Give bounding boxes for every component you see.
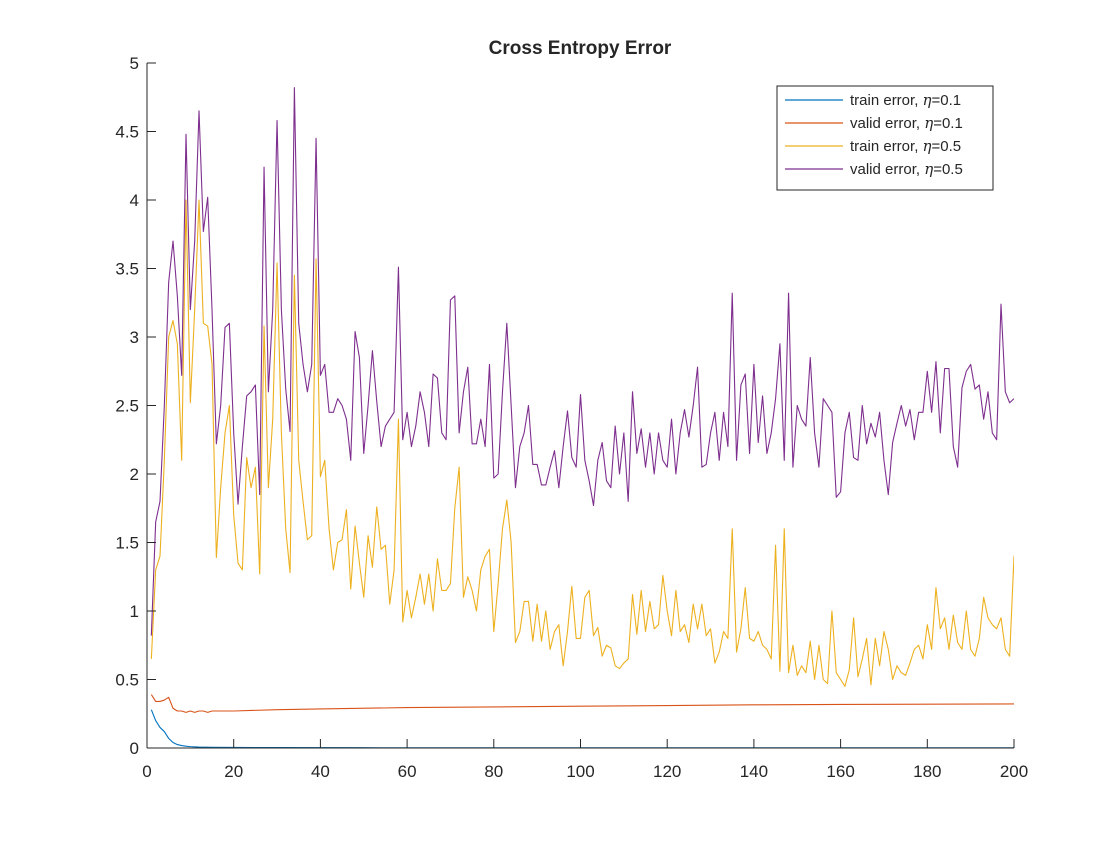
y-tick-label: 2.5 bbox=[115, 397, 139, 416]
x-tick-label: 0 bbox=[142, 762, 151, 781]
x-tick-label: 60 bbox=[398, 762, 417, 781]
x-tick-label: 80 bbox=[484, 762, 503, 781]
legend-label: valid error, η=0.5 bbox=[850, 160, 963, 178]
x-tick-label: 180 bbox=[913, 762, 941, 781]
x-tick-label: 100 bbox=[566, 762, 594, 781]
legend-entry-1[interactable]: train error, η=0.1 bbox=[785, 91, 961, 109]
y-tick-label: 3.5 bbox=[115, 260, 139, 279]
legend-label: train error, η=0.1 bbox=[850, 91, 961, 109]
legend-entry-4[interactable]: valid error, η=0.5 bbox=[785, 160, 963, 178]
legend-label: train error, η=0.5 bbox=[850, 137, 961, 155]
legend-entry-3[interactable]: train error, η=0.5 bbox=[785, 137, 961, 155]
x-tick-label: 140 bbox=[740, 762, 768, 781]
series-line-4 bbox=[150, 87, 1014, 636]
legend[interactable]: train error, η=0.1 valid error, η=0.1 trai… bbox=[776, 85, 994, 191]
y-tick-label: 2 bbox=[130, 465, 139, 484]
y-tick-label: 1 bbox=[130, 602, 139, 621]
y-tick-label: 4 bbox=[130, 191, 139, 210]
x-tick-label: 120 bbox=[653, 762, 681, 781]
legend-entry-2[interactable]: valid error, η=0.1 bbox=[785, 114, 963, 132]
y-tick-label: 1.5 bbox=[115, 534, 139, 553]
x-tick-label: 200 bbox=[1000, 762, 1028, 781]
series-line-2 bbox=[150, 694, 1014, 713]
y-tick-label: 5 bbox=[130, 54, 139, 73]
y-tick-label: 0 bbox=[130, 739, 139, 758]
x-tick-label: 20 bbox=[224, 762, 243, 781]
y-tick-label: 3 bbox=[130, 328, 139, 347]
chart-title: Cross Entropy Error bbox=[489, 38, 672, 59]
x-tick-label: 160 bbox=[826, 762, 854, 781]
y-tick-label: 0.5 bbox=[115, 671, 139, 690]
legend-label: valid error, η=0.1 bbox=[850, 114, 963, 132]
axes: 0 20 40 60 80 100 120 140 160 180 200 0 0.5 1 1.5 2 2.5 3… bbox=[115, 54, 1028, 781]
legend-box bbox=[776, 85, 994, 191]
series-line-3 bbox=[150, 199, 1014, 687]
x-tick-label: 40 bbox=[311, 762, 330, 781]
y-tick-label: 4.5 bbox=[115, 123, 139, 142]
